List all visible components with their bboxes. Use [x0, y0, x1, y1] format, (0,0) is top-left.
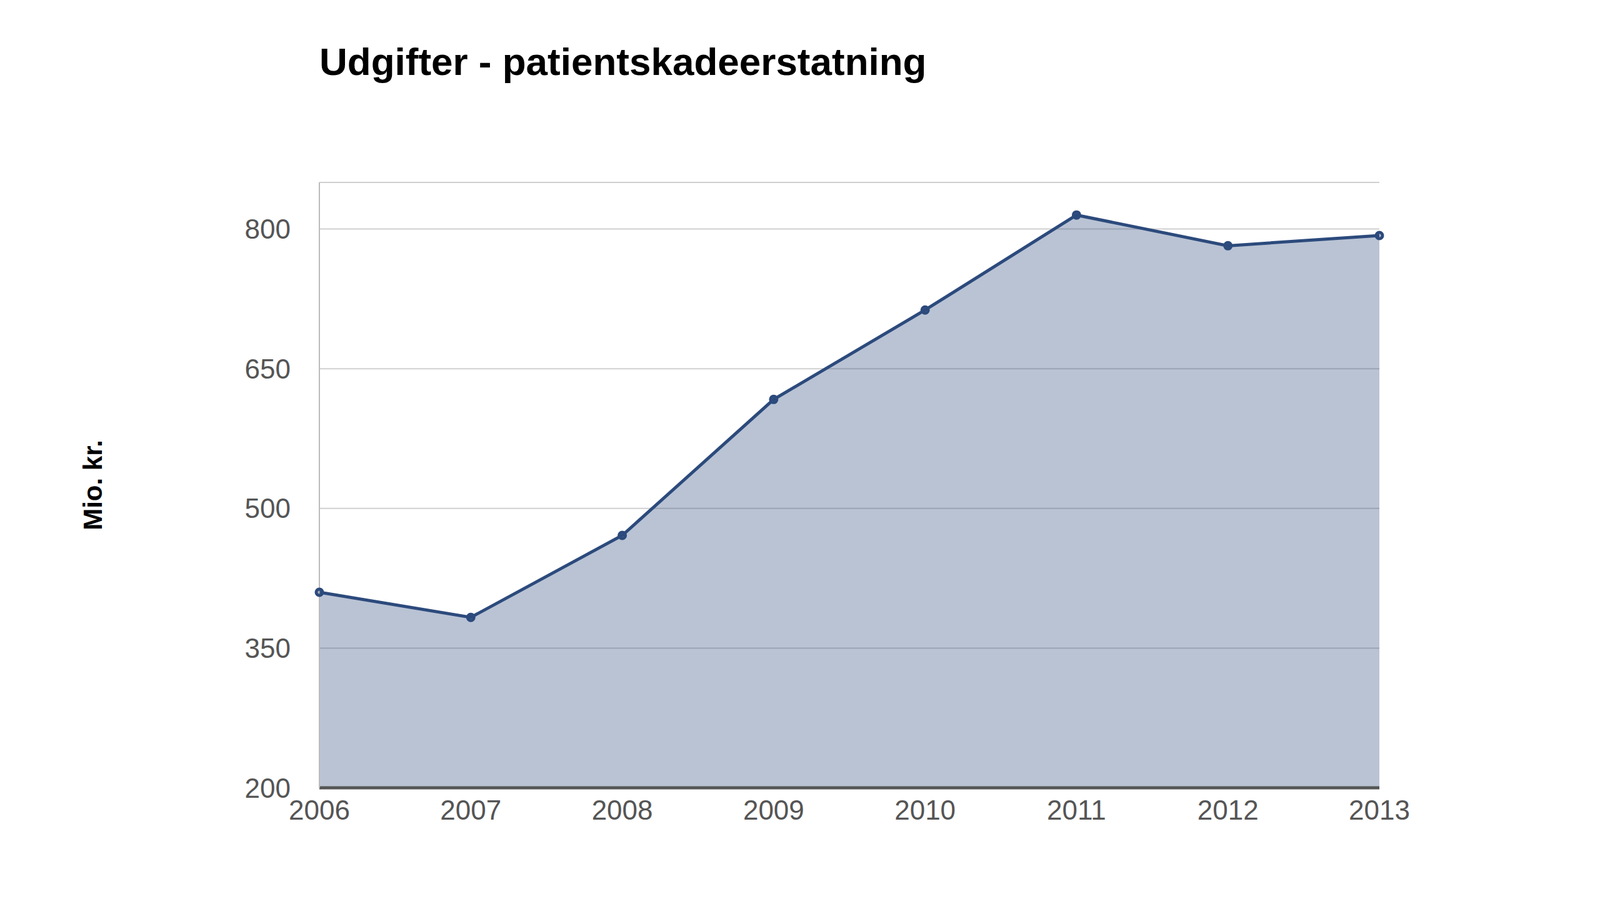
svg-text:2008: 2008: [591, 795, 654, 826]
svg-text:2013: 2013: [1348, 795, 1410, 826]
svg-text:200: 200: [245, 773, 291, 804]
svg-text:2010: 2010: [894, 795, 956, 826]
svg-text:800: 800: [245, 213, 291, 245]
svg-text:2009: 2009: [743, 795, 805, 826]
svg-text:500: 500: [245, 493, 291, 524]
svg-text:2012: 2012: [1197, 795, 1259, 826]
svg-text:Mio. kr.: Mio. kr.: [78, 440, 108, 531]
svg-text:2006: 2006: [288, 795, 350, 826]
html-text:Udgifter - patientskadeerstatn: Udgifter - patientskadeerstatning: [319, 40, 927, 84]
svg-text:650: 650: [245, 353, 291, 385]
svg-text:2007: 2007: [440, 795, 502, 826]
svg-text:2011: 2011: [1046, 795, 1107, 826]
svg-text:350: 350: [245, 633, 291, 664]
